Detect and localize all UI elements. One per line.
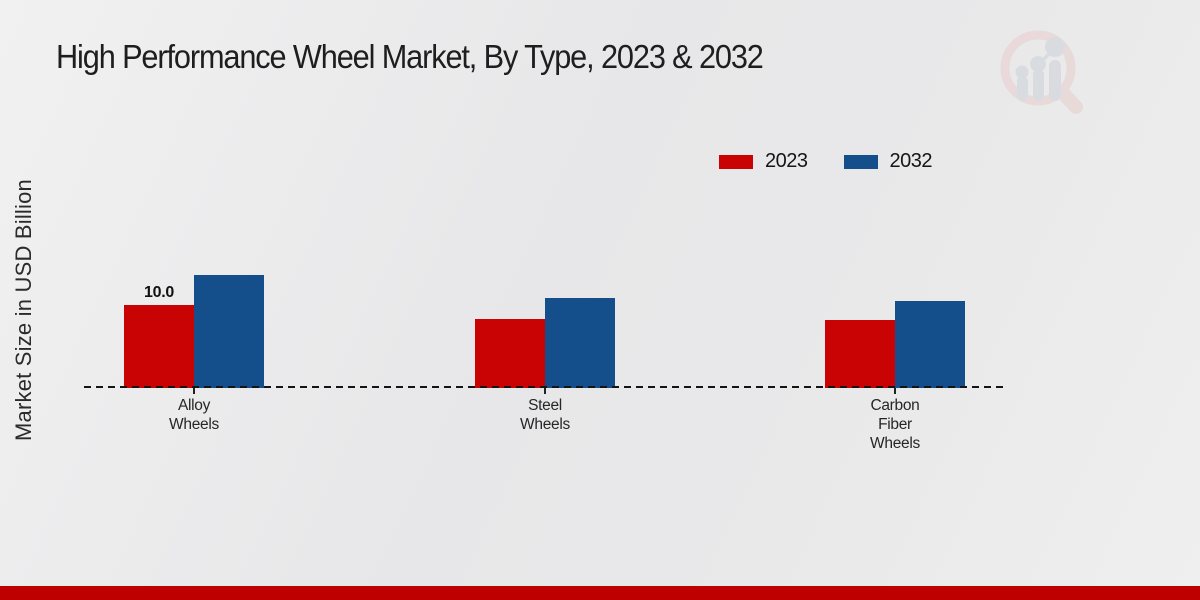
bar-2023-alloy-wheels xyxy=(124,305,194,388)
magnifier-bar-chart-logo xyxy=(1000,30,1083,114)
category-label-alloy-wheels: Alloy Wheels xyxy=(169,397,219,433)
bar-2032-steel-wheels xyxy=(545,298,615,388)
x-axis-tick-alloy-wheels xyxy=(193,388,195,394)
footer-accent-bar xyxy=(0,586,1200,600)
x-axis-tick-steel-wheels xyxy=(544,388,546,394)
category-label-steel-wheels: Steel Wheels xyxy=(520,397,570,433)
x-axis-tick-carbon-fiber-wheels xyxy=(894,388,896,394)
legend-label-2023: 2023 xyxy=(765,150,808,172)
legend-item-2023: 2023 xyxy=(719,150,808,173)
x-axis-dashed-baseline xyxy=(84,386,1006,388)
legend-label-2032: 2032 xyxy=(889,150,933,172)
legend-swatch-2032 xyxy=(843,154,878,169)
bar-2032-alloy-wheels xyxy=(194,275,264,388)
bar-2032-carbon-fiber-wheels xyxy=(895,301,965,388)
legend-swatch-2023 xyxy=(719,154,753,169)
chart-title: High Performance Wheel Market, By Type, … xyxy=(56,38,764,75)
legend: 2023 2032 xyxy=(719,150,932,173)
bar-2023-steel-wheels xyxy=(475,319,545,388)
legend-item-2032: 2032 xyxy=(843,150,933,173)
bar-2023-carbon-fiber-wheels xyxy=(825,320,895,388)
category-label-carbon-fiber-wheels: Carbon Fiber Wheels xyxy=(870,397,920,452)
bar-value-label-2023-alloy-wheels: 10.0 xyxy=(144,284,174,301)
